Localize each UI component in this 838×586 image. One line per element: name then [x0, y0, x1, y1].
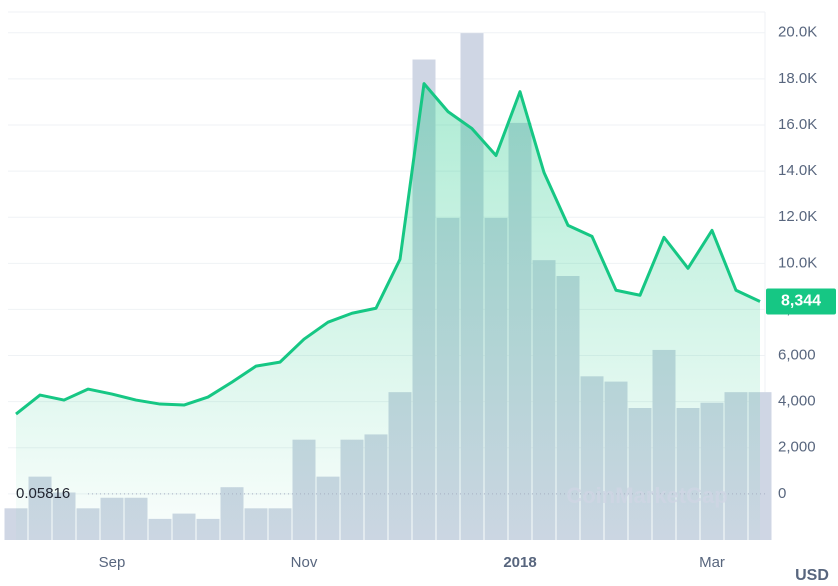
y-tick-label: 0: [778, 485, 786, 502]
watermark: CoinMarketCap: [566, 483, 727, 508]
y-tick-label: 10.0K: [778, 254, 817, 271]
y-tick-label: 4,000: [778, 393, 816, 410]
x-tick-label: Sep: [99, 554, 126, 571]
price-line: [15, 82, 761, 416]
price-badge: [766, 288, 836, 315]
currency-label: USD: [795, 567, 829, 584]
x-tick-label: 2018: [503, 554, 536, 571]
start-label: 0.05816: [16, 485, 70, 502]
y-tick-label: 18.0K: [778, 70, 817, 87]
y-tick-label: 14.0K: [778, 162, 817, 179]
y-tick-label: 20.0K: [778, 24, 817, 41]
x-tick-label: Mar: [699, 554, 725, 571]
y-tick-label: 12.0K: [778, 208, 817, 225]
y-tick-label: 6,000: [778, 347, 816, 364]
x-tick-label: Nov: [291, 554, 318, 571]
price-area: [16, 83, 760, 541]
price-badge-label: 8,344: [781, 293, 821, 310]
y-tick-label: 16.0K: [778, 116, 817, 133]
y-tick-label: 2,000: [778, 439, 816, 456]
